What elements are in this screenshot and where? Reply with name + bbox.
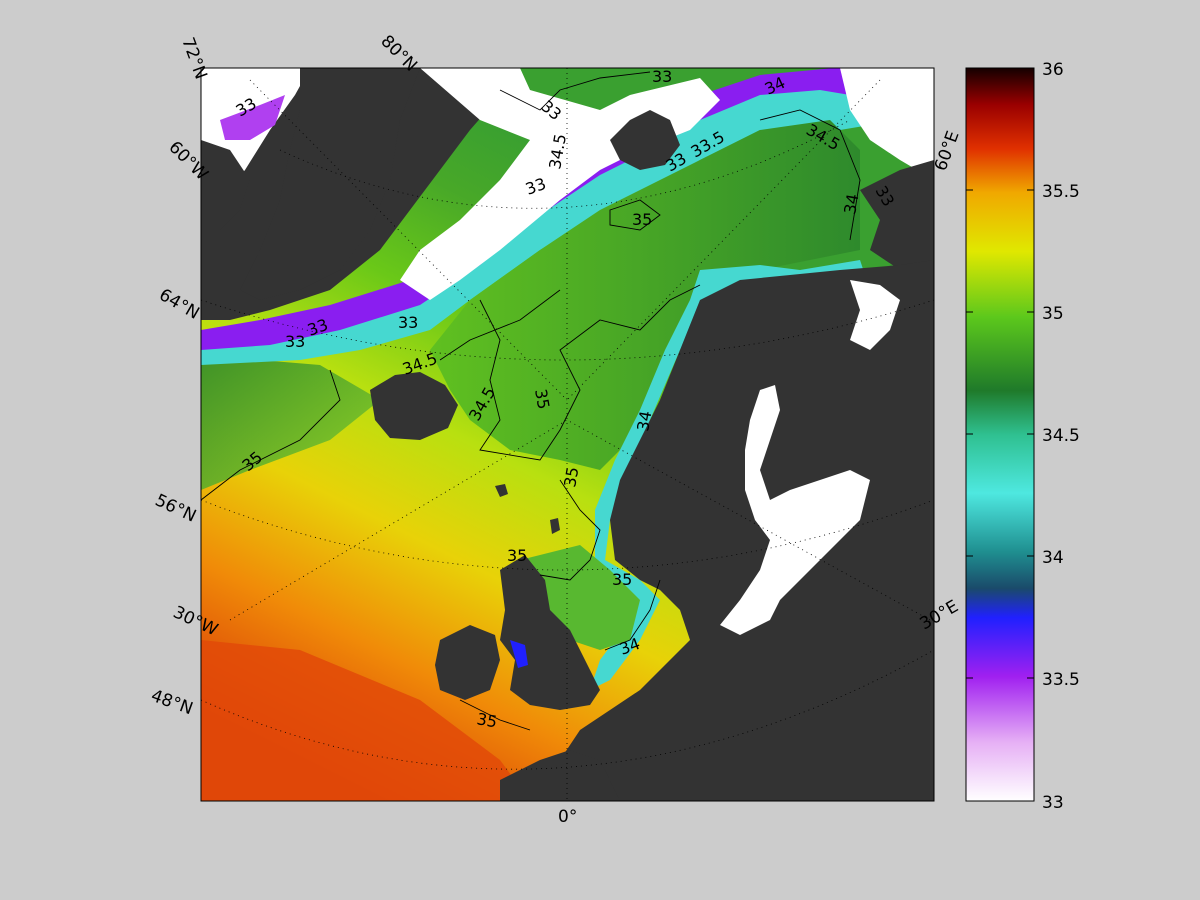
colorbar-tick-label: 34.5 xyxy=(1042,426,1080,446)
contour-label: 33 xyxy=(652,67,672,86)
gulf-of-bothnia-ice xyxy=(850,280,900,350)
label-64N: 64°N xyxy=(156,285,203,324)
scandinavia-europe-landmass xyxy=(520,260,934,801)
baffin-land xyxy=(201,140,250,230)
norwegian-coastal-current xyxy=(590,260,865,690)
contour-label: 35 xyxy=(531,387,553,410)
france-coast xyxy=(500,750,620,801)
colorbar: 36 35.5 35 34.5 34 33.5 33 xyxy=(965,60,1080,813)
graticule xyxy=(201,68,934,801)
north-sea-water xyxy=(520,545,640,650)
map-border xyxy=(200,67,935,802)
contour-label: 35 xyxy=(560,465,582,488)
novaya-zemlya xyxy=(860,160,934,270)
greenland-land-west xyxy=(240,68,420,300)
irish-sea-lowsal xyxy=(510,640,528,668)
label-48N: 48°N xyxy=(148,686,195,719)
contour-label: 33 xyxy=(398,313,418,332)
label-60E: 60°E xyxy=(931,128,964,173)
colorbar-tick-label: 33.5 xyxy=(1042,670,1080,690)
contour-label: 35 xyxy=(632,210,652,229)
baffin-ice-purple xyxy=(220,95,285,140)
label-0: 0° xyxy=(558,807,577,827)
baltic-sea-ice xyxy=(720,385,870,635)
arctic-ice-northeast xyxy=(840,68,934,180)
shetland-islands xyxy=(550,518,560,534)
colorbar-gradient xyxy=(965,67,1035,802)
iceland-landmass xyxy=(370,372,458,440)
label-56N: 56°N xyxy=(152,490,199,526)
colorbar-tick-label: 34 xyxy=(1042,548,1064,568)
nordic-seas-water xyxy=(430,120,860,470)
west-green-water xyxy=(201,355,380,490)
colorbar-tick-label: 36 xyxy=(1042,60,1064,80)
ireland-landmass xyxy=(435,625,500,700)
contour-label: 34 xyxy=(840,192,862,215)
label-72N: 72°N xyxy=(177,35,210,82)
contour-label: 35 xyxy=(507,546,527,565)
contour-label: 34 xyxy=(633,409,655,432)
faroe-islands xyxy=(495,484,508,497)
contour-label: 35 xyxy=(612,570,632,589)
svalbard-landmass xyxy=(610,110,680,170)
colorbar-tick-label: 35.5 xyxy=(1042,182,1080,202)
colorbar-tick-label: 35 xyxy=(1042,304,1064,324)
southwest-high-salinity xyxy=(201,640,530,801)
contour-label: 33 xyxy=(285,332,305,351)
map-area: 33 33 33 33 33 33 33 33 33 33.5 34 34 34… xyxy=(201,67,934,801)
greenland-shelf-water xyxy=(201,80,900,365)
great-britain-landmass xyxy=(500,555,600,710)
salinity-contours xyxy=(201,71,861,731)
colorbar-tick-label: 33 xyxy=(1042,793,1064,813)
colorbar-ticks xyxy=(966,67,1034,802)
contour-label: 35 xyxy=(475,709,498,731)
